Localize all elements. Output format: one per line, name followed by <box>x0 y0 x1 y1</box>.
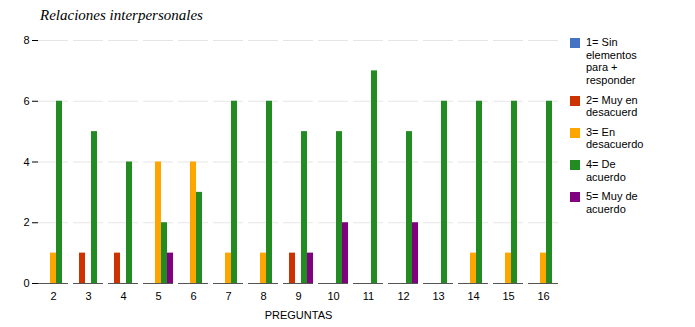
html-text:5= Muy de acuerdo: 5= Muy de acuerdo <box>586 190 638 215</box>
svg-text:8: 8 <box>23 34 29 46</box>
svg-text:9: 9 <box>295 290 301 302</box>
html-text:Relaciones interpersonales: Relaciones interpersonales <box>40 7 203 23</box>
svg-text:7: 7 <box>225 290 231 302</box>
html-text:3= En desacuerdo: 3= En desacuerdo <box>586 125 644 151</box>
svg-text:12: 12 <box>397 290 409 302</box>
svg-text:6: 6 <box>190 290 196 302</box>
svg-text:13: 13 <box>432 290 444 302</box>
svg-text:5: 5 <box>155 290 161 302</box>
svg-text:2: 2 <box>23 216 29 228</box>
svg-text:11: 11 <box>363 290 374 302</box>
svg-text:14: 14 <box>467 290 479 302</box>
svg-text:4: 4 <box>23 156 29 168</box>
svg-text:16: 16 <box>537 290 549 302</box>
svg-text:2: 2 <box>50 290 56 302</box>
svg-text:3: 3 <box>85 290 91 302</box>
svg-text:8: 8 <box>260 290 266 302</box>
svg-text:0: 0 <box>23 277 29 289</box>
svg-text:6: 6 <box>23 95 29 107</box>
svg-text:4: 4 <box>120 290 126 302</box>
html-text:1= Sin elementos para + respon: 1= Sin elementos para + responder <box>586 36 637 86</box>
html-text:2= Muy en desacuerd: 2= Muy en desacuerd <box>586 93 638 119</box>
html-text:4= De acuerdo: 4= De acuerdo <box>586 158 626 183</box>
svg-text:15: 15 <box>502 290 514 302</box>
svg-text:PREGUNTAS: PREGUNTAS <box>265 309 333 321</box>
svg-text:10: 10 <box>327 290 339 302</box>
